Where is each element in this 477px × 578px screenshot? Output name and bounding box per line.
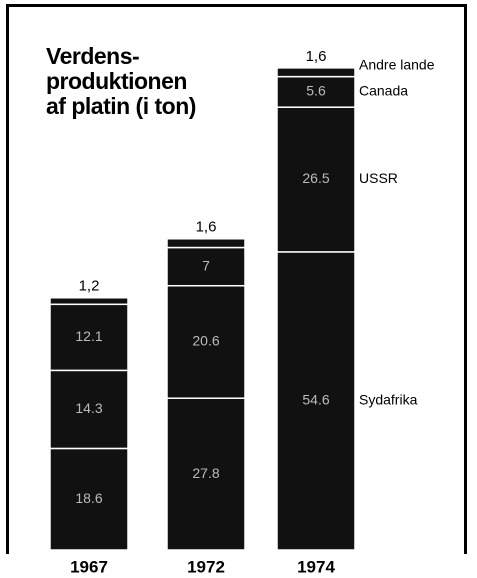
frame xyxy=(6,4,467,554)
bar-segment xyxy=(276,75,356,108)
value-label: 26.5 xyxy=(302,170,329,186)
value-label: 12.1 xyxy=(75,328,102,344)
value-label: 54.6 xyxy=(302,392,329,408)
bar-segment xyxy=(276,251,356,551)
bar-segment xyxy=(49,296,129,306)
x-tick-label: 1974 xyxy=(297,557,335,576)
value-label: 20.6 xyxy=(192,333,219,349)
bar-segment xyxy=(166,238,246,249)
x-tick-label: 1972 xyxy=(187,557,225,576)
value-label: 27.8 xyxy=(192,465,219,481)
legend-label: Sydafrika xyxy=(359,392,418,408)
legend-label: Canada xyxy=(359,83,408,99)
value-label: 7 xyxy=(202,257,210,273)
value-label: 1,2 xyxy=(79,278,100,295)
bar-segment xyxy=(166,284,246,399)
legend-label: USSR xyxy=(359,170,398,186)
value-label: 5.6 xyxy=(306,83,326,99)
value-label: 1,6 xyxy=(306,48,327,65)
bar-segment xyxy=(166,246,246,287)
value-label: 18.6 xyxy=(75,490,102,506)
chart-title: Verdens- produktionen af platin (i ton) xyxy=(46,43,196,119)
value-label: 14.3 xyxy=(75,400,102,416)
value-label: 1,6 xyxy=(196,219,217,236)
legend-label: Andre lande xyxy=(359,57,435,73)
bar-segment xyxy=(276,67,356,78)
x-tick-label: 1967 xyxy=(70,557,108,576)
bar-segment xyxy=(166,397,246,551)
